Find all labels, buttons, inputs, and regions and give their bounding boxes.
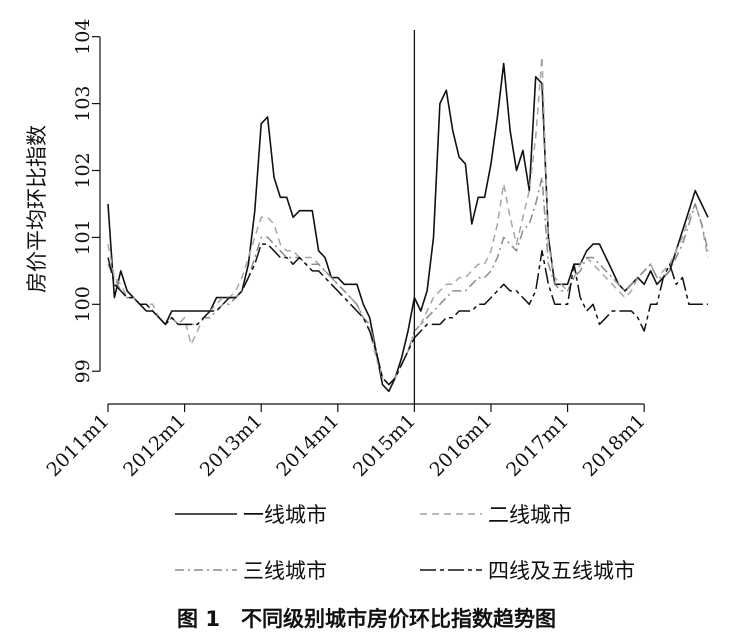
x-tick-label: 2018m1 xyxy=(579,410,650,481)
plot-area: 99 100 101 102 103 104 2011m1 2012m1 2013m1 2014… xyxy=(42,19,709,481)
y-ticks: 99 100 101 102 103 104 xyxy=(72,19,100,383)
x-tick-label: 2011m1 xyxy=(42,410,113,481)
y-tick-label: 102 xyxy=(72,152,94,188)
series-line-1 xyxy=(107,62,709,393)
series-lines xyxy=(107,56,709,393)
y-tick-label: 104 xyxy=(72,19,94,55)
legend-label: 二线城市 xyxy=(488,503,572,527)
legend-label: 三线城市 xyxy=(243,559,327,583)
series-line-3 xyxy=(107,176,709,386)
legend-item-2: 二线城市 xyxy=(420,503,572,527)
x-tick-label: 2016m1 xyxy=(425,410,496,481)
line-chart: 99 100 101 102 103 104 2011m1 2012m1 2013m1 2014… xyxy=(25,19,709,583)
x-ticks: 2011m1 2012m1 2013m1 2014m1 2015m1 2016m1 2017… xyxy=(42,404,650,481)
x-tick-label: 2012m1 xyxy=(119,410,190,481)
legend-label: 一线城市 xyxy=(243,503,327,527)
y-tick-label: 103 xyxy=(72,85,94,121)
y-tick-label: 100 xyxy=(72,286,94,322)
x-tick-label: 2015m1 xyxy=(349,410,420,481)
legend-item-3: 三线城市 xyxy=(175,559,327,583)
x-tick-label: 2014m1 xyxy=(272,410,343,481)
series-line-4 xyxy=(107,243,708,386)
y-tick-label: 99 xyxy=(72,359,94,383)
legend-label: 四线及五线城市 xyxy=(488,559,635,583)
series-line-2 xyxy=(107,56,709,386)
figure-caption: 图 1 不同级别城市房价环比指数趋势图 xyxy=(177,607,556,631)
legend-item-4: 四线及五线城市 xyxy=(420,559,635,583)
y-tick-label: 101 xyxy=(72,219,94,255)
x-tick-label: 2013m1 xyxy=(196,410,267,481)
y-axis-label: 房价平均环比指数 xyxy=(25,125,49,293)
legend-item-1: 一线城市 xyxy=(175,503,327,527)
x-tick-label: 2017m1 xyxy=(502,410,573,481)
